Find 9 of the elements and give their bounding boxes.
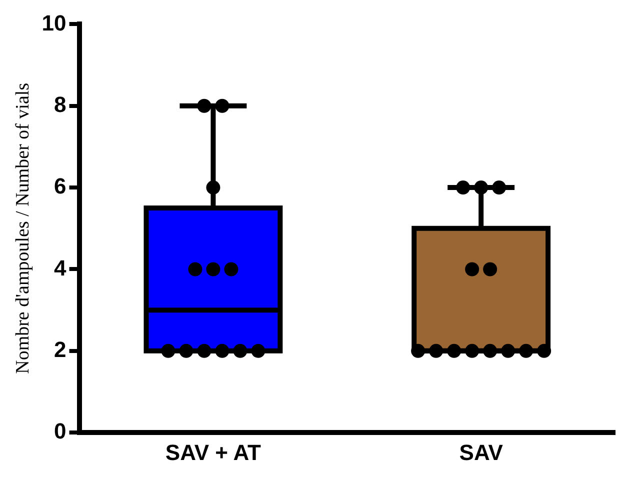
y-tick-label: 6 (54, 174, 66, 199)
y-axis-title: Nombre d'ampoules / Number of vials (12, 82, 34, 374)
y-tick-label: 10 (42, 10, 66, 36)
y-tick-label: 8 (54, 92, 66, 117)
y-tick-label: 4 (54, 255, 68, 280)
y-tick-label: 0 (54, 418, 66, 444)
x-tick-label: SAV + AT (165, 440, 262, 465)
y-tick-label: 2 (54, 336, 66, 362)
x-tick-label: SAV (459, 440, 504, 465)
